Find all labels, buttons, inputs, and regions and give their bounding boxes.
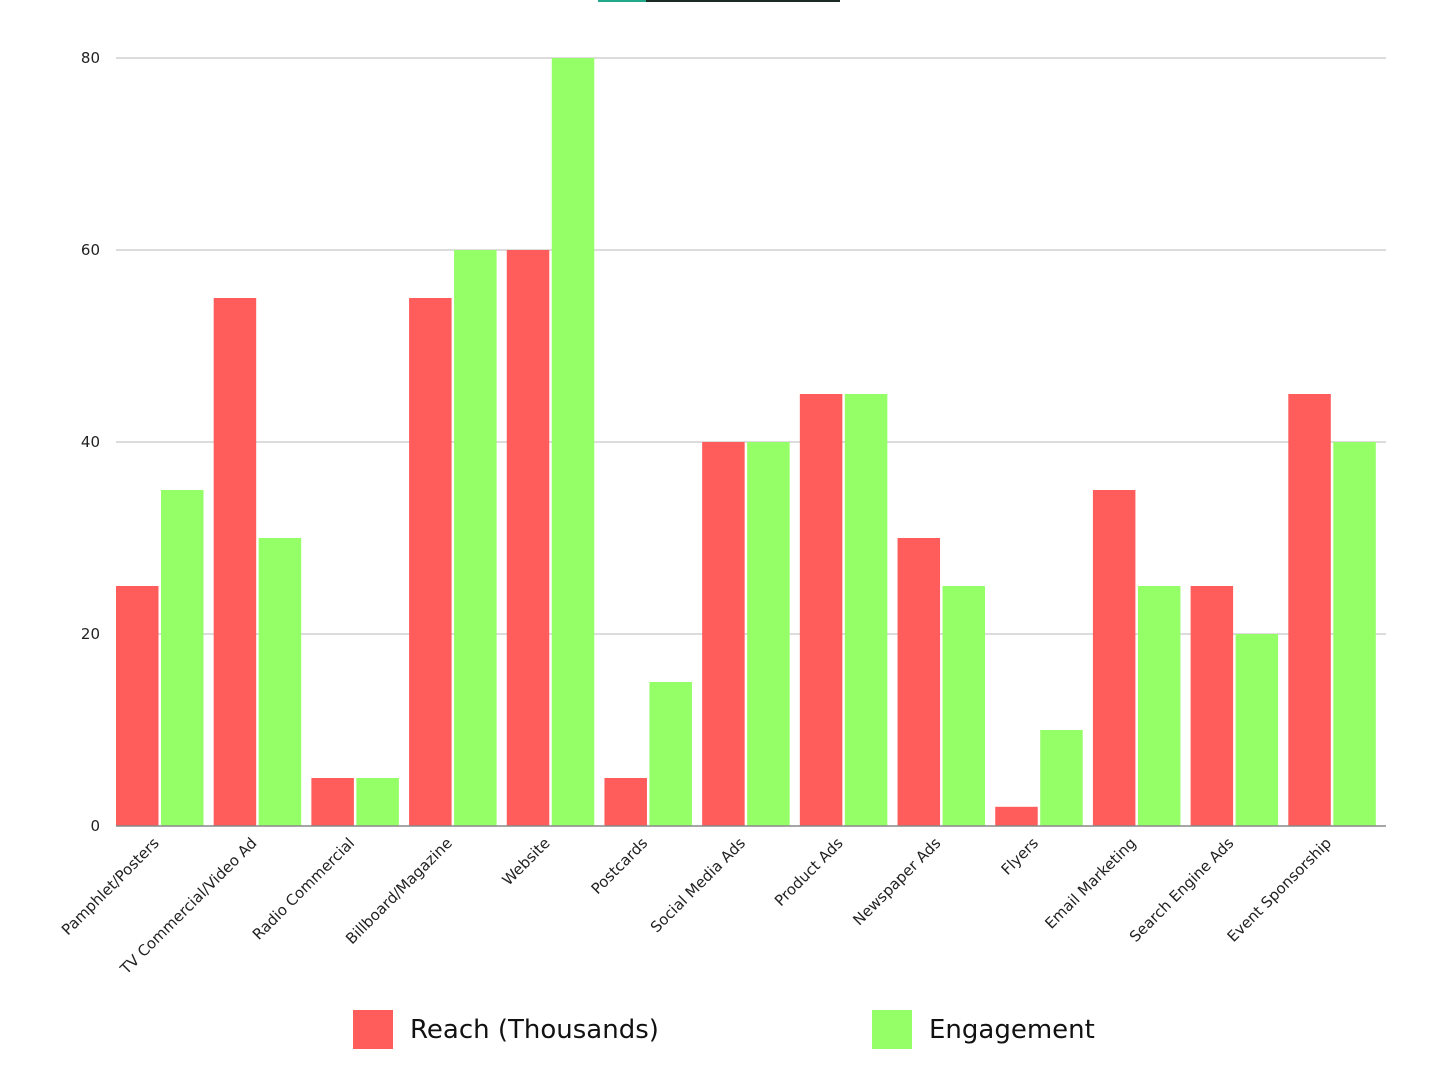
top-accent-right [646, 0, 840, 2]
bar-reach-0 [116, 586, 159, 826]
bar-engagement-3 [454, 250, 497, 826]
y-tick-label: 80 [81, 49, 100, 67]
bar-engagement-1 [258, 538, 302, 826]
legend-swatch-reach [353, 1010, 393, 1049]
bar-reach-1 [213, 298, 257, 826]
legend-label-reach: Reach (Thousands) [410, 1015, 659, 1045]
bar-engagement-10 [1137, 586, 1181, 826]
bar-engagement-8 [942, 586, 986, 826]
y-tick-label: 40 [81, 433, 100, 451]
bar-engagement-9 [1040, 730, 1083, 826]
x-tick-label: Flyers [998, 834, 1043, 879]
x-tick-label: Email Marketing [1041, 834, 1139, 932]
x-tick-label: Product Ads [771, 834, 847, 910]
bars [116, 58, 1376, 826]
bar-reach-4 [506, 250, 550, 826]
bar-engagement-4 [551, 58, 595, 826]
bar-reach-5 [604, 778, 647, 826]
x-tick-label: Search Engine Ads [1126, 834, 1238, 946]
bar-engagement-12 [1333, 442, 1376, 826]
bar-engagement-0 [161, 490, 204, 826]
bar-engagement-5 [649, 682, 692, 826]
bar-reach-9 [995, 806, 1038, 826]
bar-engagement-6 [747, 442, 790, 826]
x-tick-label: Social Media Ads [647, 834, 749, 936]
x-tick-label: Radio Commercial [249, 834, 358, 943]
x-tick-label: Website [499, 834, 554, 889]
bar-engagement-11 [1235, 634, 1279, 826]
x-tick-label: Newspaper Ads [849, 834, 944, 929]
bar-reach-11 [1190, 586, 1234, 826]
y-axis-ticks: 0 20 40 60 80 [81, 49, 100, 835]
x-tick-label: Pamphlet/Posters [58, 834, 163, 939]
y-tick-label: 0 [90, 817, 100, 835]
legend: Reach (Thousands) Engagement [353, 1010, 1095, 1049]
bar-engagement-2 [356, 778, 399, 826]
x-tick-label: Event Sponsorship [1224, 834, 1335, 945]
legend-swatch-engagement [872, 1010, 912, 1049]
bar-engagement-7 [844, 394, 888, 826]
x-tick-label: Postcards [588, 834, 652, 898]
x-tick-label: Billboard/Magazine [342, 834, 456, 948]
bar-reach-8 [897, 538, 941, 826]
bar-reach-3 [409, 298, 452, 826]
bar-reach-7 [799, 394, 843, 826]
top-accent-left [598, 0, 646, 2]
bar-reach-2 [311, 778, 354, 826]
bar-reach-6 [702, 442, 745, 826]
y-tick-label: 60 [81, 241, 100, 259]
bar-reach-12 [1288, 394, 1331, 826]
y-tick-label: 20 [81, 625, 100, 643]
bar-reach-10 [1092, 490, 1136, 826]
legend-label-engagement: Engagement [929, 1015, 1095, 1045]
